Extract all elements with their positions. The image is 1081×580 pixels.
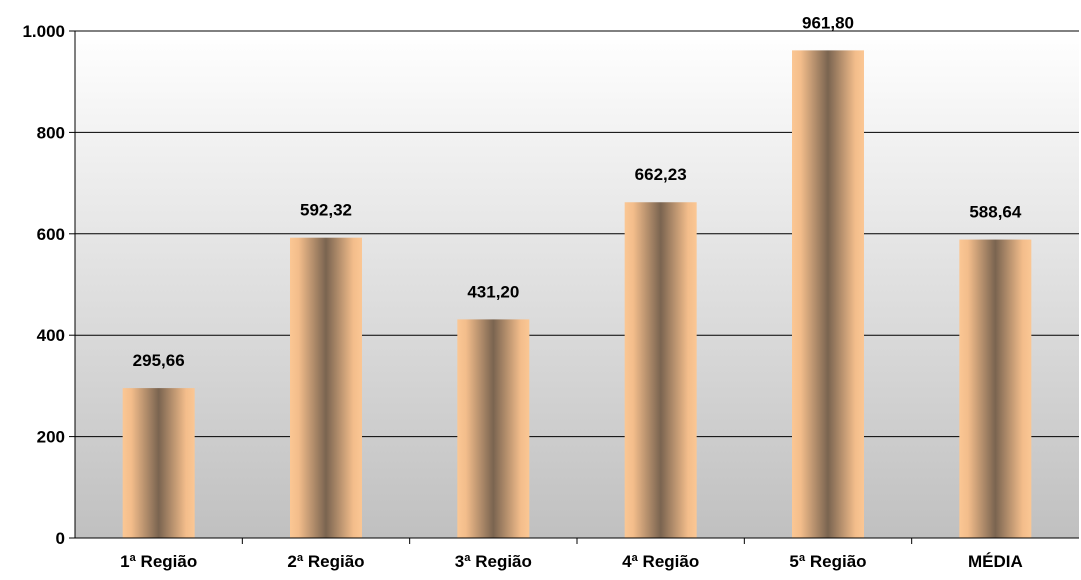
data-label: 662,23 <box>635 165 687 184</box>
x-category-label: 3ª Região <box>455 552 532 571</box>
data-label: 431,20 <box>467 282 519 301</box>
bar <box>457 319 530 538</box>
bar <box>959 239 1032 539</box>
y-tick-label: 800 <box>37 123 65 142</box>
x-category-label: 2ª Região <box>287 552 364 571</box>
x-category-label: 5ª Região <box>789 552 866 571</box>
data-label: 592,32 <box>300 201 352 220</box>
y-tick-label: 1.000 <box>22 22 65 41</box>
y-tick-label: 200 <box>37 428 65 447</box>
bar <box>624 202 697 538</box>
bar <box>290 237 362 538</box>
y-tick-label: 0 <box>56 529 65 548</box>
plot-area <box>75 31 1079 538</box>
x-category-label: 1ª Região <box>120 552 197 571</box>
y-tick-label: 600 <box>37 225 65 244</box>
data-label: 588,64 <box>969 203 1022 222</box>
data-label: 961,80 <box>802 13 854 32</box>
x-category-label: 4ª Região <box>622 552 699 571</box>
y-tick-label: 400 <box>37 326 65 345</box>
data-label: 295,66 <box>133 351 185 370</box>
bar <box>122 388 195 538</box>
bar <box>792 50 864 538</box>
x-category-label: MÉDIA <box>968 552 1023 571</box>
